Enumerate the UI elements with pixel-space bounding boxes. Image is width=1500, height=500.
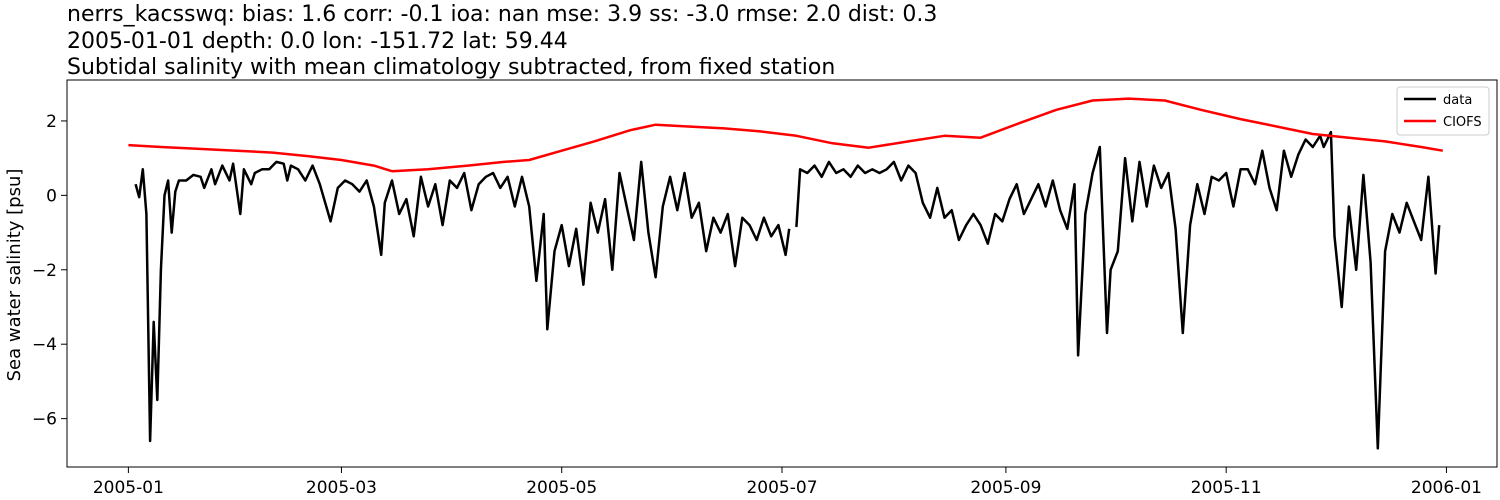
legend-label-ciofs: CIOFS [1443, 115, 1482, 130]
x-tick-label: 2006-01 [1411, 478, 1482, 498]
x-tick-label: 2005-09 [970, 478, 1041, 498]
legend: data CIOFS [1396, 86, 1490, 136]
plot-frame [66, 79, 1498, 468]
series-layer [128, 97, 1444, 450]
x-tick-label: 2005-03 [306, 478, 377, 498]
y-tick-label: 0 [46, 186, 57, 206]
x-tick-label: 2005-05 [526, 478, 597, 498]
y-tick-label: −6 [32, 410, 57, 430]
chart-title-line-1: nerrs_kacsswq: bias: 1.6 corr: -0.1 ioa:… [67, 2, 938, 27]
x-tick-label: 2005-07 [746, 478, 817, 498]
series-line-ciofs [128, 97, 1444, 173]
y-tick-label: −2 [32, 261, 57, 281]
y-axis-ticks: −6 −4 −2 0 2 [32, 112, 67, 430]
legend-label-data: data [1443, 93, 1472, 108]
y-tick-label: 2 [46, 112, 57, 132]
x-axis-ticks: 2005-01 2005-03 2005-05 2005-07 2005-09 2005-… [93, 467, 1482, 498]
x-tick-label: 2005-01 [93, 478, 164, 498]
chart-title-line-2: 2005-01-01 depth: 0.0 lon: -151.72 lat: … [67, 29, 568, 54]
chart-title-line-3: Subtidal salinity with mean climatology … [67, 55, 836, 80]
series-line-data [134, 130, 1441, 450]
y-axis-label: Sea water salinity [psu] [4, 169, 25, 382]
x-tick-label: 2005-11 [1191, 478, 1262, 498]
y-tick-label: −4 [32, 335, 57, 355]
